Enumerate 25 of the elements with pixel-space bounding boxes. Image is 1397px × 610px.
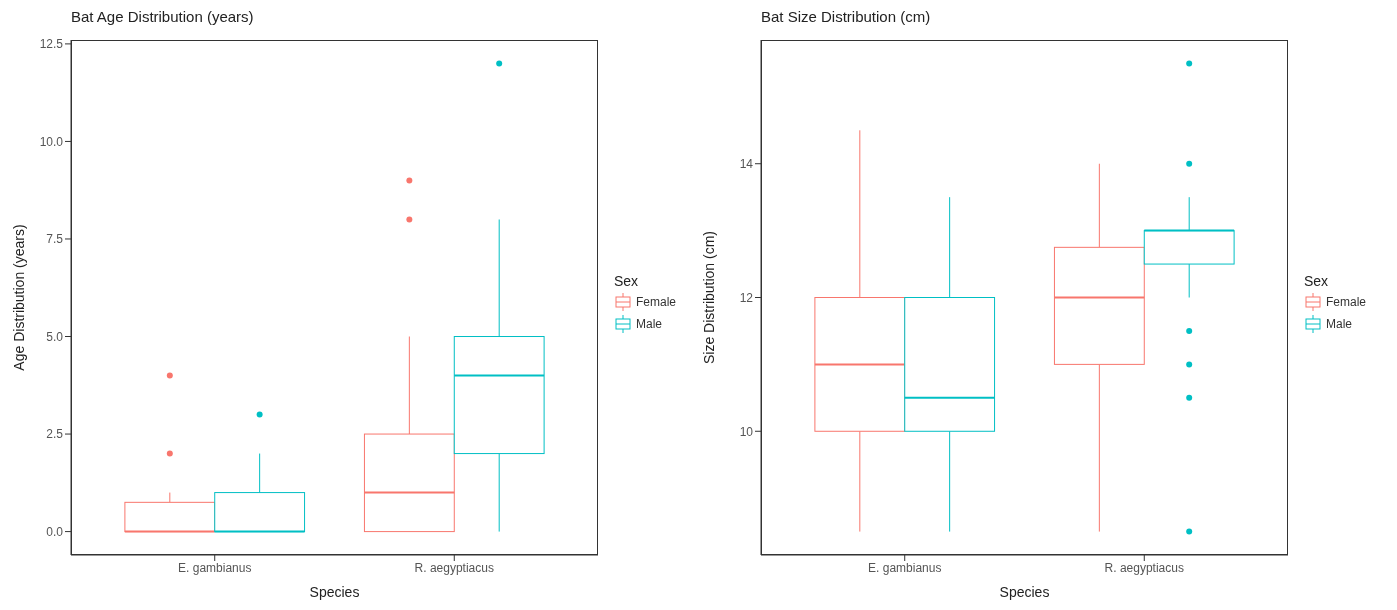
y-axis-title: Size Distribution (cm) xyxy=(700,230,717,365)
y-tick-label: 0.0 xyxy=(46,524,64,539)
legend-label: Female xyxy=(636,295,677,309)
legend-label: Male xyxy=(1326,317,1353,331)
y-tick-label: 12 xyxy=(739,290,754,305)
legend-label: Female xyxy=(1326,295,1367,309)
legend-title: Sex xyxy=(1304,273,1330,289)
y-tick-label: 10.0 xyxy=(39,134,64,149)
y-tick-label: 12.5 xyxy=(39,37,64,52)
y-tick-label: 10 xyxy=(739,424,754,439)
y-tick-label: 14 xyxy=(739,156,754,171)
x-tick-label: E. gambianus xyxy=(868,560,942,575)
legend-label: Male xyxy=(636,317,663,331)
y-axis-title: Age Distribution (years) xyxy=(10,224,27,371)
x-tick-label: R. aegyptiacus xyxy=(414,560,494,575)
x-tick-label: E. gambianus xyxy=(178,560,252,575)
y-tick-label: 7.5 xyxy=(46,232,64,247)
x-axis-title: Species xyxy=(999,584,1050,600)
y-tick-label: 5.0 xyxy=(46,329,64,344)
legend-title: Sex xyxy=(614,273,640,289)
x-axis-title: Species xyxy=(309,584,360,600)
chart-title: Bat Age Distribution (years) xyxy=(70,8,255,27)
chart-title: Bat Size Distribution (cm) xyxy=(760,8,932,27)
x-tick-label: R. aegyptiacus xyxy=(1104,560,1184,575)
y-tick-label: 2.5 xyxy=(46,427,64,442)
